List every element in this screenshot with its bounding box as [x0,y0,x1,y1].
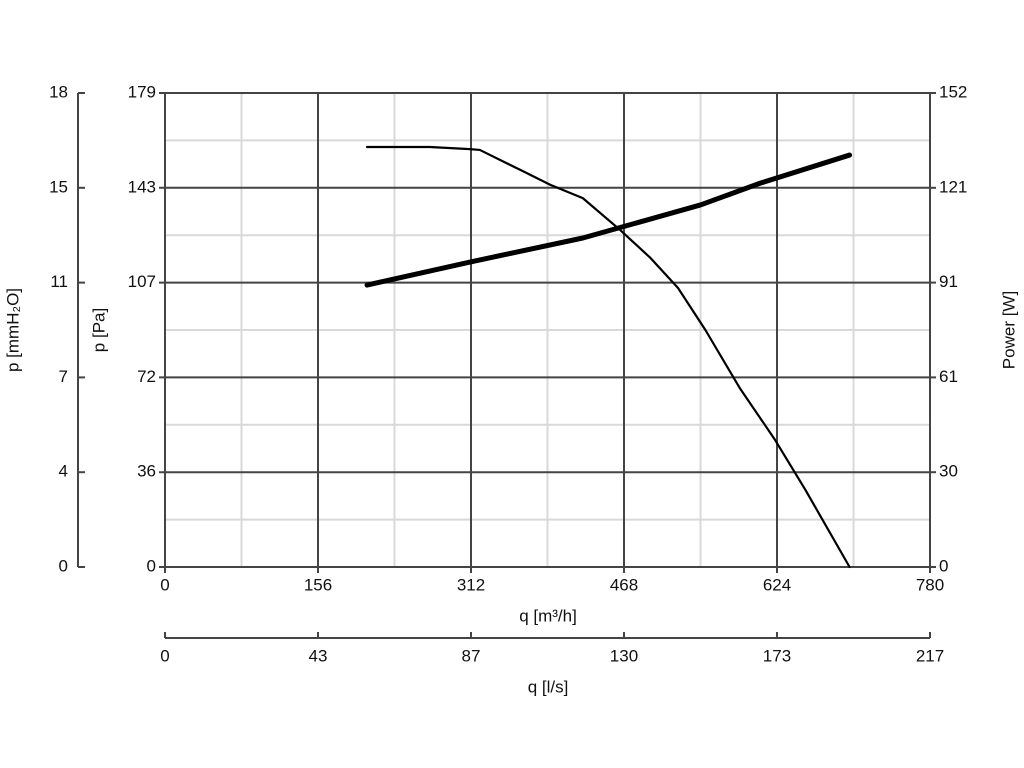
y3-tick-label: 15 [49,177,68,196]
y3-tick-label: 18 [49,82,68,101]
y2-tick-label: 61 [939,367,958,386]
y-tick-label: 179 [128,82,156,101]
y2-tick-label: 152 [939,82,967,101]
y2-tick-label: 0 [939,556,948,575]
x-tick-label: 780 [916,575,944,594]
x2-tick-label: 130 [610,646,638,665]
y-axis-label: p [Pa] [89,308,108,352]
x-tick-label: 312 [457,575,485,594]
y3-tick-label: 7 [59,367,68,386]
x-tick-label: 468 [610,575,638,594]
y-tick-label: 36 [137,462,156,481]
x2-tick-label: 173 [763,646,791,665]
x-tick-label: 624 [763,575,791,594]
y2-tick-label: 30 [939,462,958,481]
x2-tick-label: 87 [462,646,481,665]
x-tick-label: 0 [160,575,169,594]
x-axis-label: q [m³/h] [519,606,577,625]
y2-tick-label: 121 [939,177,967,196]
y3-tick-label: 4 [59,462,68,481]
y3-axis-label: p [mmH₂O] [3,288,22,372]
y3-tick-label: 0 [59,556,68,575]
x2-axis-label: q [l/s] [528,677,569,696]
x2-tick-label: 217 [916,646,944,665]
y3-tick-label: 11 [50,272,68,291]
y-tick-label: 72 [137,367,156,386]
y2-axis-label: Power [W] [999,291,1018,369]
y2-tick-label: 91 [939,272,958,291]
power-curve [364,152,853,288]
x2-tick-label: 43 [309,646,328,665]
y-tick-label: 0 [147,556,156,575]
plot-frame [164,92,931,568]
x-tick-label: 156 [304,575,332,594]
x2-tick-label: 0 [160,646,169,665]
y-tick-label: 107 [128,272,156,291]
y-tick-label: 143 [128,177,156,196]
